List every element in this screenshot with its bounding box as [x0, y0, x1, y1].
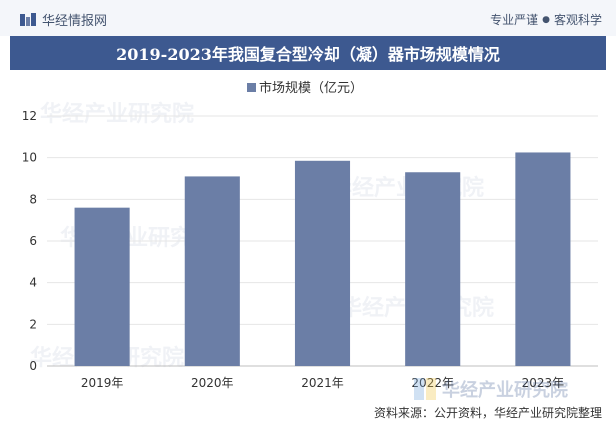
slogan: 专业严谨 ● 客观科学 [490, 11, 602, 28]
legend-label: 市场规模（亿元） [259, 80, 363, 96]
y-tick-label: 6 [29, 234, 37, 248]
y-tick-label: 0 [29, 359, 37, 373]
brand-name: 华经情报网 [42, 14, 108, 29]
bottom-watermark-brand: 华经产业研究院 [414, 376, 568, 402]
bar [184, 176, 240, 366]
y-tick-label: 10 [22, 151, 37, 165]
brand-logo-icon [20, 12, 36, 26]
bar [515, 152, 571, 366]
x-tick-label: 2019年 [81, 376, 124, 390]
x-tick-label: 2021年 [301, 376, 344, 390]
y-tick-label: 2 [29, 317, 37, 331]
bullet-dot-icon: ● [542, 14, 550, 25]
top-bar: 华经情报网 专业严谨 ● 客观科学 [0, 0, 616, 36]
x-tick-label: 2022年 [411, 376, 454, 390]
slogan-right: 客观科学 [553, 13, 602, 27]
y-tick-label: 12 [22, 109, 37, 123]
bar [74, 207, 130, 366]
y-tick-label: 8 [29, 192, 37, 206]
y-tick-label: 4 [29, 276, 37, 290]
slogan-left: 专业严谨 [490, 13, 539, 27]
source-note: 资料来源：公开资料，华经产业研究院整理 [373, 406, 602, 420]
legend-swatch [247, 83, 256, 92]
x-tick-label: 2020年 [191, 376, 234, 390]
bottom-watermark-text: 华经产业研究院 [442, 380, 568, 401]
brand-blocks-icon [414, 378, 436, 400]
chart-title: 2019-2023年我国复合型冷却（凝）器市场规模情况 [116, 45, 500, 64]
x-tick-label: 2023年 [522, 376, 565, 390]
brand: 华经情报网 [20, 10, 107, 29]
title-bar: 2019-2023年我国复合型冷却（凝）器市场规模情况 [10, 36, 606, 70]
bar [294, 160, 351, 366]
bar [405, 172, 461, 366]
